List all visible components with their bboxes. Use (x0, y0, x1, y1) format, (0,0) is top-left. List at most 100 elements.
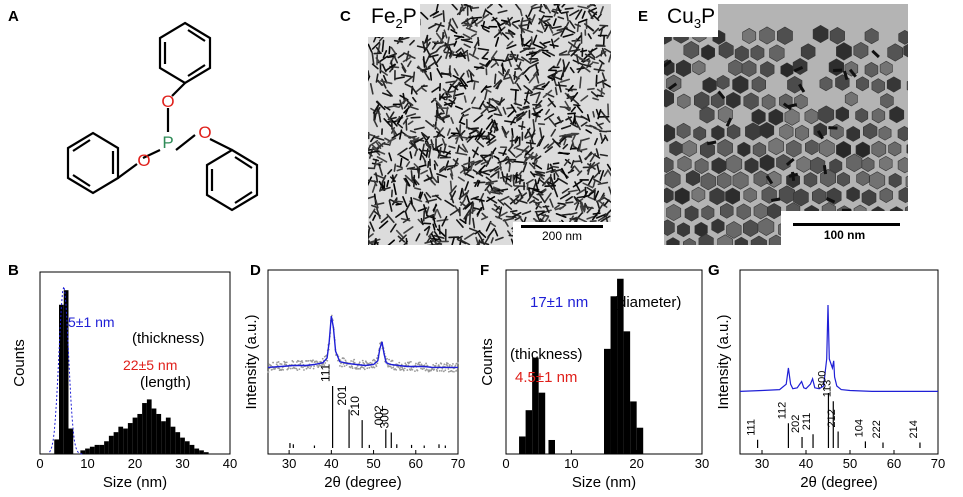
annotation-thickness-value: 5±1 nm (68, 314, 115, 330)
tem-label-cu3p: Cu3P (664, 4, 719, 38)
histogram-bar-1-9 (123, 428, 128, 454)
histogram-bar-0-4 (548, 439, 555, 454)
histogram-bar-1-23 (189, 444, 195, 454)
reference-peak-label: 113 (821, 380, 833, 398)
scale-bar-box: 200 nm (513, 222, 611, 245)
reference-peak-label: 210 (348, 396, 362, 416)
reference-peak-label: 111 (746, 419, 758, 436)
y-axis-label: Counts (479, 338, 496, 386)
histogram-bar-1-2 (617, 278, 624, 454)
histogram-bar-0-2 (63, 290, 69, 454)
histogram-bar-1-5 (636, 427, 644, 454)
material-name: Cu (667, 5, 694, 28)
xrd-pattern-line (739, 304, 938, 392)
reference-peak-label: 211 (801, 413, 813, 431)
x-axis-label: Size (nm) (103, 474, 167, 491)
chart-f-size-histogram: 0 10 20 30 Size (nm) Counts 17±1 nm (diameter) (… (479, 269, 709, 491)
x-tick-label: 50 (843, 456, 857, 471)
histogram-bar-1-18 (165, 417, 171, 454)
x-tick-label: 40 (799, 456, 813, 471)
reference-peak-label: 111 (319, 363, 333, 382)
reference-peak-label: 212 (826, 409, 838, 427)
histogram-bar-1-12 (137, 413, 143, 454)
scale-bar-label: 200 nm (541, 229, 583, 243)
reference-peak-label: 300 (816, 371, 828, 389)
chart-b-size-histogram: 0 10 20 30 40 Size (nm) Counts 5±1 nm (thickness… (11, 271, 237, 491)
nanorod-field (368, 4, 611, 245)
x-tick-label: 0 (36, 456, 43, 471)
x-tick-label: 70 (451, 456, 465, 471)
histogram-bar-1-6 (108, 435, 114, 454)
oxygen-atom-3: O (198, 123, 211, 142)
histogram-bar-1-16 (156, 413, 162, 454)
reference-peak-label: 002 (372, 405, 386, 425)
reference-peak-label: 112 (776, 402, 788, 420)
x-tick-label: 60 (409, 456, 423, 471)
histogram-bar-0-1 (59, 304, 64, 454)
histogram-bar-0-2 (532, 357, 539, 454)
x-tick-label: 30 (695, 456, 709, 471)
x-tick-label: 10 (564, 456, 578, 471)
histogram-bar-1-24 (194, 448, 200, 454)
histogram-bar-1-7 (113, 432, 119, 454)
panel-label-g: G (708, 262, 720, 279)
scale-bar (521, 225, 603, 228)
raw-data-points (267, 314, 459, 374)
histogram-bar-1-13 (142, 403, 147, 454)
histogram-bar-1-10 (127, 423, 133, 454)
x-axis-label: Size (nm) (572, 474, 636, 491)
annotation-thickness-label: (thickness) (510, 346, 583, 363)
triphenyl-phosphite-structure: O P O O (66, 21, 259, 212)
scale-bar-box: 100 nm (781, 211, 908, 245)
reference-peak-label: 300 (377, 408, 391, 428)
material-tail: P (402, 5, 417, 28)
tem-image-cu3p: Cu3P 100 nm (664, 4, 908, 245)
histogram-bar-0-1 (525, 410, 533, 454)
x-tick-label: 30 (282, 456, 296, 471)
histogram-bar-1-0 (604, 348, 611, 454)
y-axis-label: Intensity (a.u.) (243, 314, 260, 409)
x-tick-label: 70 (931, 456, 945, 471)
histogram-bar-1-20 (175, 432, 181, 454)
histogram-bar-1-0 (80, 450, 86, 454)
x-tick-label: 10 (80, 456, 94, 471)
annotation-thickness-label: (thickness) (132, 330, 205, 347)
x-tick-label: 40 (223, 456, 237, 471)
histogram-bar-1-15 (151, 408, 157, 454)
material-subscript: 3 (693, 16, 702, 32)
panel-label-b: B (8, 262, 19, 279)
histogram-bar-0-0 (519, 436, 526, 454)
histogram-bar-1-4 (630, 401, 637, 454)
histogram-bar-1-5 (104, 441, 109, 454)
x-tick-label: 0 (502, 456, 509, 471)
phosphorus-atom: P (162, 133, 173, 152)
histogram-bar-1-26 (203, 452, 209, 454)
panel-label-a: A (8, 8, 19, 25)
molecule-bonds (66, 21, 259, 212)
histogram-bar-1-4 (99, 444, 105, 454)
panel-label-d: D (250, 262, 261, 279)
histogram-bar-0-3 (68, 428, 74, 454)
material-tail: P (701, 5, 716, 28)
x-tick-label: 20 (128, 456, 142, 471)
reference-peak-label: 201 (335, 385, 349, 405)
scale-bar (793, 223, 900, 226)
panel-label-f: F (480, 262, 490, 279)
plot-frame (739, 269, 939, 455)
oxygen-atom-2: O (137, 151, 150, 170)
x-tick-label: 40 (324, 456, 338, 471)
annotation-length-value: 22±5 nm (123, 357, 177, 373)
tem-image-fe2p: Fe2P 200 nm (368, 4, 611, 245)
reference-peak-label: 104 (853, 419, 865, 437)
histogram-bar-1-11 (132, 417, 138, 454)
x-tick-label: 60 (887, 456, 901, 471)
x-tick-label: 50 (366, 456, 380, 471)
reference-peak-label: 222 (871, 420, 883, 438)
annotation-thickness-value: 4.5±1 nm (515, 369, 577, 386)
y-axis-label: Counts (11, 339, 28, 387)
reference-peak-label: 202 (790, 415, 802, 433)
histogram-bar-1-25 (199, 450, 204, 454)
histogram-bar-0-0 (54, 439, 59, 454)
